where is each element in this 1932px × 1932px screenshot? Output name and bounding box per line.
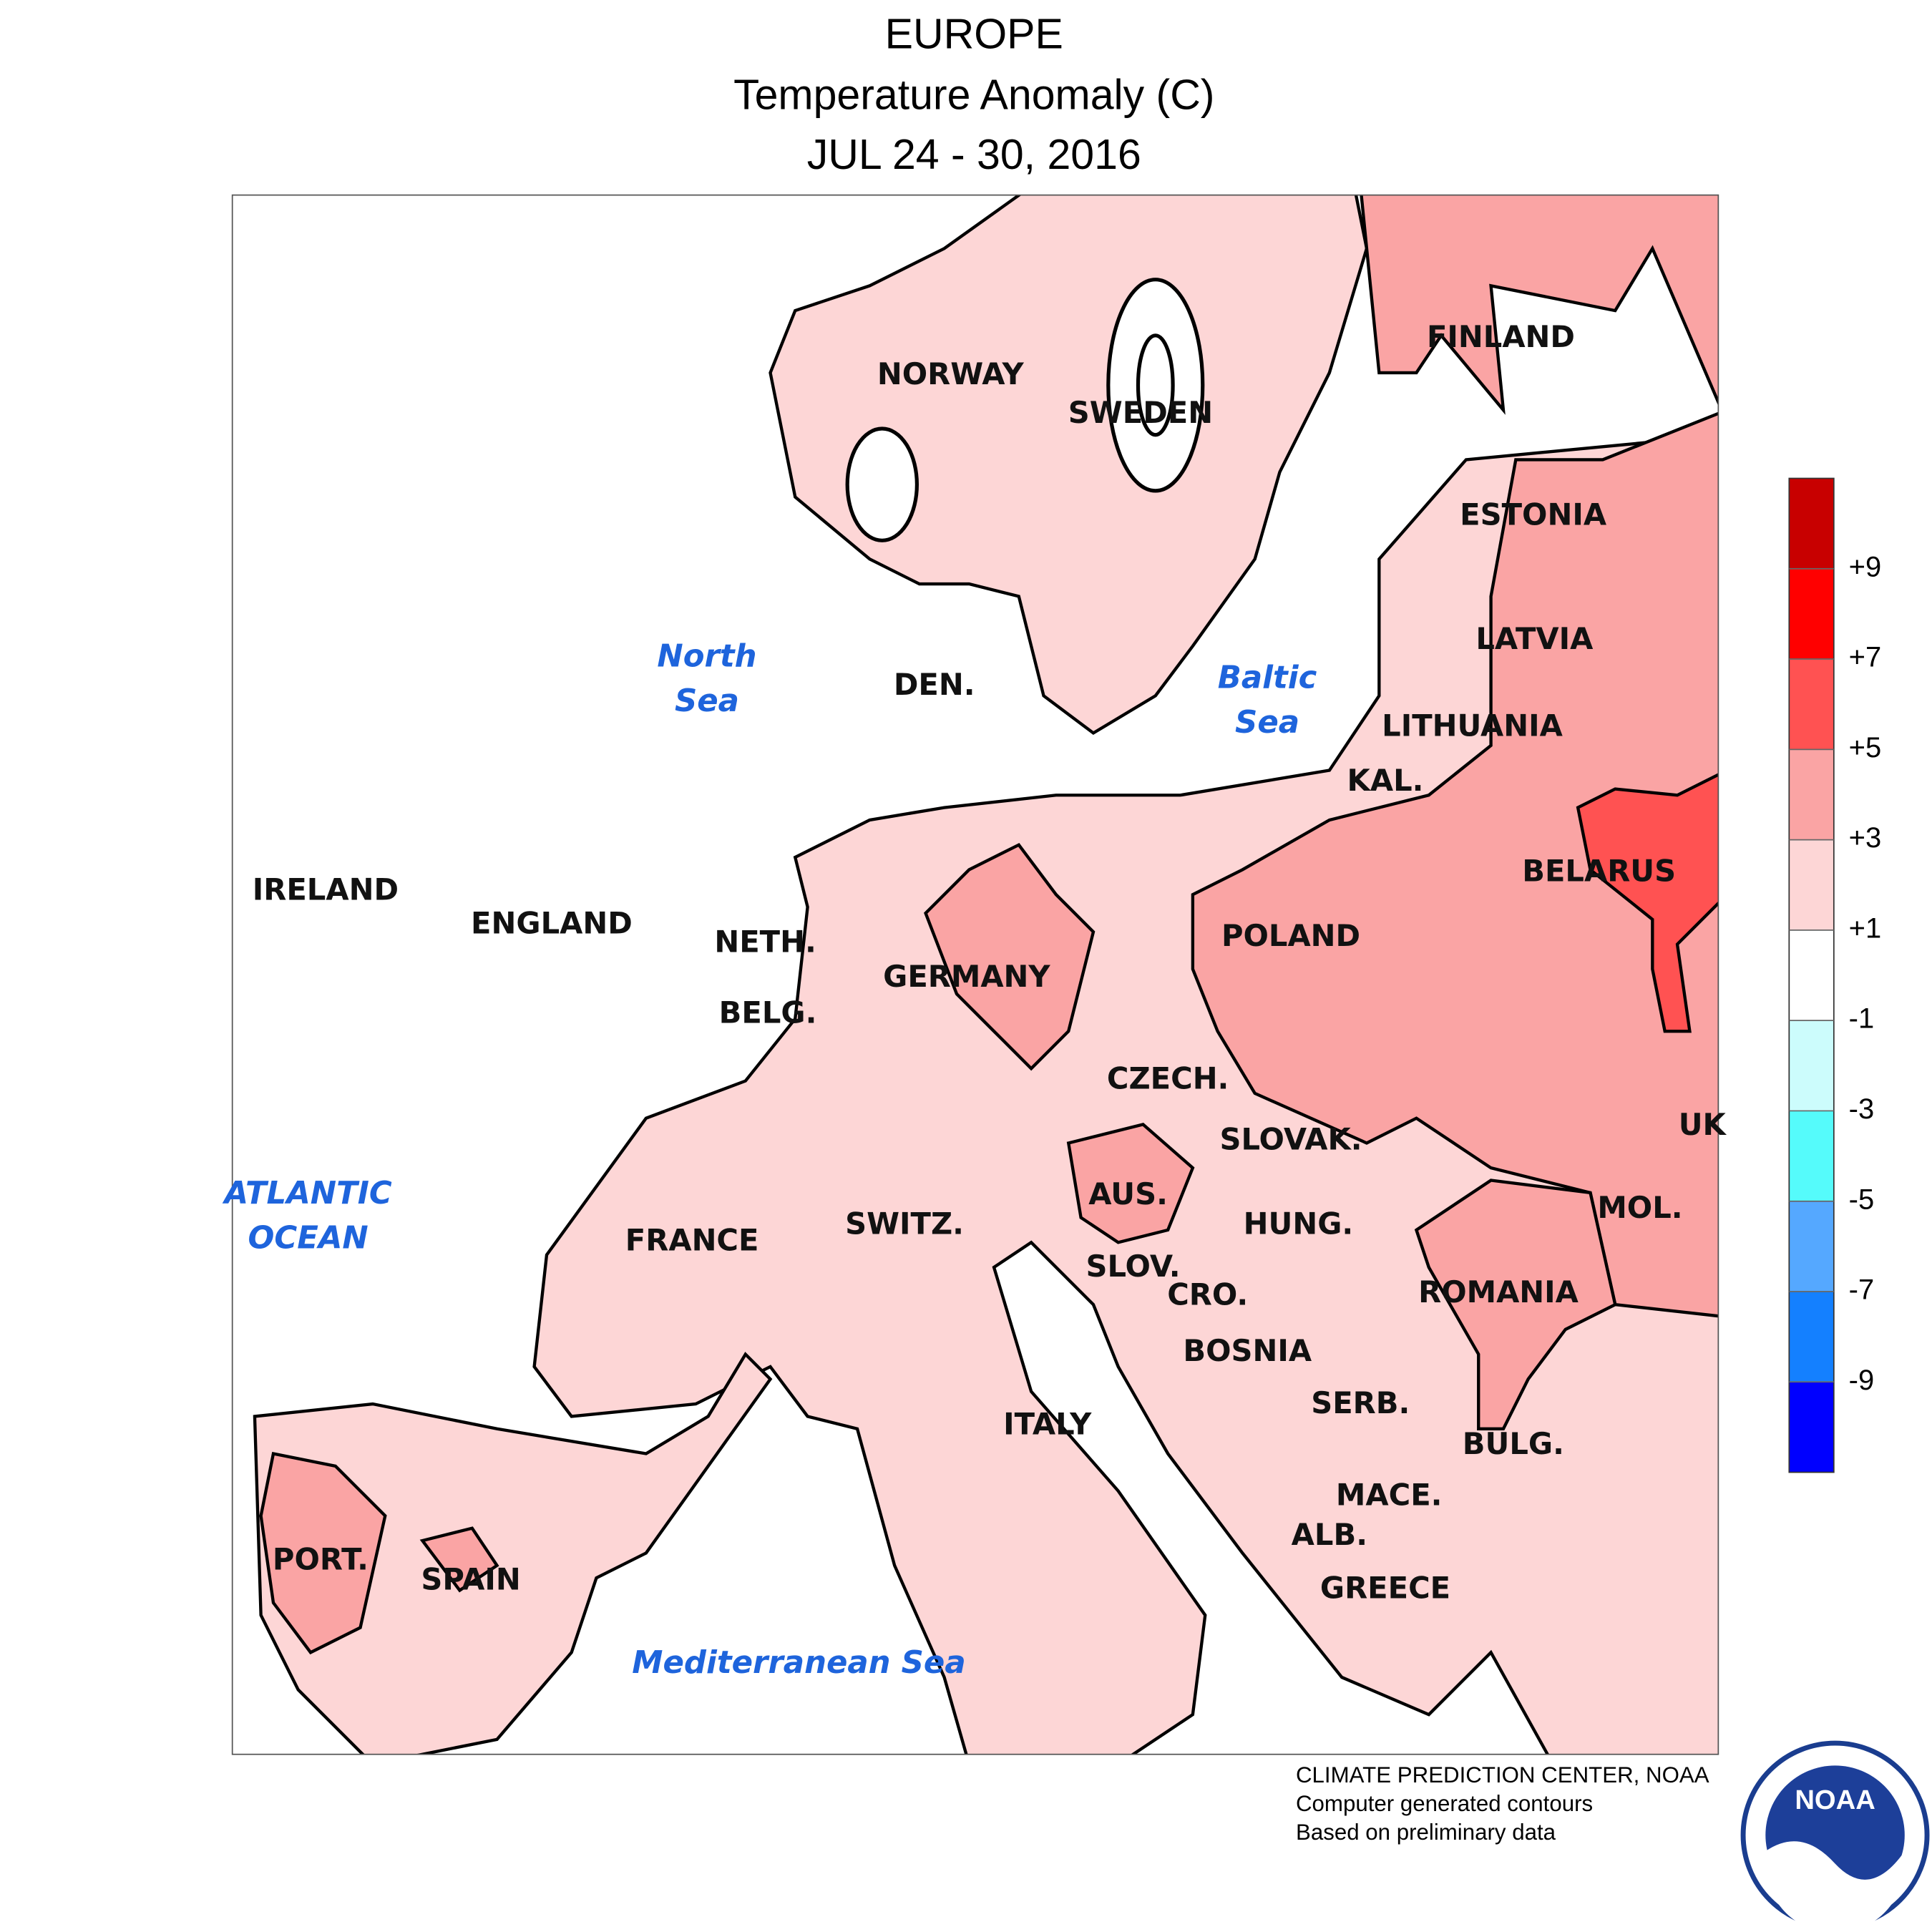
country-label: GERMANY — [883, 959, 1050, 994]
map: NORWAY SWEDEN FINLAND ESTONIA LATVIA LIT… — [223, 194, 1727, 1755]
legend-swatch — [1789, 930, 1834, 1021]
country-label: HUNG. — [1244, 1206, 1354, 1241]
sea-label: OCEAN — [248, 1220, 368, 1256]
country-label: FINLAND — [1427, 319, 1575, 354]
credit-line: Computer generated contours — [1296, 1791, 1593, 1816]
legend-tick-label: -1 — [1849, 1003, 1875, 1035]
legend-swatch — [1789, 1382, 1834, 1473]
country-label: UK — [1679, 1107, 1727, 1142]
title: EUROPE — [885, 11, 1063, 58]
country-label: GREECE — [1320, 1571, 1450, 1606]
austria-warm — [1066, 1123, 1195, 1244]
portugal-warm — [259, 1451, 387, 1655]
legend-swatch — [1789, 478, 1834, 569]
country-label: POLAND — [1221, 918, 1360, 953]
romania-warm — [1414, 1179, 1617, 1430]
noaa-logo: NOAA — [1740, 1740, 1930, 1932]
legend-tick-label: -9 — [1849, 1365, 1875, 1396]
logo-gull — [1765, 1841, 1905, 1932]
legend-swatch — [1789, 749, 1834, 840]
credit-line: CLIMATE PREDICTION CENTER, NOAA — [1296, 1762, 1709, 1787]
sweden-cool-core — [1136, 333, 1175, 437]
legend-tick-label: -3 — [1849, 1093, 1875, 1125]
country-label: NORWAY — [877, 356, 1025, 391]
country-label: KAL. — [1347, 763, 1424, 798]
sea-label: Mediterranean Sea — [632, 1645, 965, 1681]
country-label: FRANCE — [625, 1222, 759, 1257]
country-label: BULG. — [1463, 1426, 1564, 1461]
credits: CLIMATE PREDICTION CENTER, NOAA Computer… — [1296, 1762, 1709, 1845]
country-label: PORT. — [273, 1542, 369, 1577]
legend-tick-label: -5 — [1849, 1184, 1875, 1215]
continent — [532, 434, 1719, 1755]
sea-label: ATLANTIC — [223, 1176, 392, 1211]
finland-warm — [1360, 195, 1719, 415]
belarus-hot — [1576, 773, 1719, 1033]
legend-tick-label: +3 — [1849, 822, 1882, 854]
country-label: NETH. — [714, 924, 816, 960]
map-frame — [231, 194, 1719, 1755]
legend-swatch — [1789, 1201, 1834, 1292]
country-label: ENGLAND — [471, 906, 633, 941]
country-label: MOL. — [1597, 1190, 1682, 1225]
east-warm — [1191, 411, 1719, 1318]
legend: +9 +7 +5 +3 +1 -1 -3 -5 -7 -9 — [1788, 477, 1882, 1473]
spain-warm — [419, 1526, 499, 1593]
country-label: SLOV. — [1086, 1249, 1181, 1284]
period: JUL 24 - 30, 2016 — [807, 131, 1141, 178]
legend-tick-label: +7 — [1849, 642, 1882, 673]
sea-label: Sea — [1235, 705, 1299, 741]
legend-swatch — [1789, 1111, 1834, 1201]
subtitle: Temperature Anomaly (C) — [733, 72, 1214, 119]
country-label: SWEDEN — [1068, 395, 1213, 430]
country-label: ITALY — [1003, 1406, 1092, 1441]
norway-cool — [845, 426, 919, 542]
legend-swatch — [1789, 839, 1834, 930]
country-label: CRO. — [1167, 1277, 1248, 1312]
legend-swatch — [1789, 1291, 1834, 1382]
country-label: BELG. — [719, 995, 817, 1030]
scandinavia — [769, 195, 1369, 736]
country-label: IRELAND — [253, 872, 399, 907]
country-label: LATVIA — [1475, 621, 1594, 656]
germany-warm — [924, 842, 1096, 1071]
legend-tick-label: +1 — [1849, 912, 1882, 944]
country-label: BOSNIA — [1183, 1333, 1312, 1368]
country-label: DEN. — [894, 667, 975, 702]
sea-label: Baltic — [1218, 660, 1317, 696]
country-label: SERB. — [1311, 1385, 1410, 1420]
legend-tick-label: -7 — [1849, 1274, 1875, 1306]
country-label: LITHUANIA — [1382, 708, 1563, 743]
sea-label: North — [657, 639, 756, 675]
credit-line: Based on preliminary data — [1296, 1820, 1556, 1845]
country-label: SWITZ. — [845, 1206, 964, 1241]
country-labels: NORWAY SWEDEN FINLAND ESTONIA LATVIA LIT… — [253, 319, 1727, 1605]
sea-labels: North Sea Baltic Sea ATLANTIC OCEAN Medi… — [223, 639, 1317, 1681]
anomaly-fill — [253, 195, 1719, 1755]
legend-frame — [1788, 477, 1835, 1473]
country-label: AUS. — [1088, 1176, 1168, 1211]
country-label: SPAIN — [421, 1561, 520, 1596]
legend-swatch — [1789, 659, 1834, 750]
country-label: ROMANIA — [1418, 1274, 1579, 1309]
country-label: ALB. — [1292, 1517, 1367, 1552]
country-label: CZECH. — [1107, 1061, 1229, 1096]
country-label: MACE. — [1336, 1477, 1443, 1512]
legend-tick-label: +5 — [1849, 732, 1882, 763]
country-label: SLOVAK. — [1219, 1122, 1362, 1157]
iberia — [253, 1352, 773, 1755]
legend-tick-label: +9 — [1849, 551, 1882, 582]
legend-swatch — [1789, 1020, 1834, 1111]
legend-swatch — [1789, 568, 1834, 660]
country-label: BELARUS — [1522, 854, 1676, 889]
logo-text: NOAA — [1795, 1785, 1875, 1815]
sea-label: Sea — [675, 683, 739, 719]
country-label: ESTONIA — [1460, 497, 1607, 532]
